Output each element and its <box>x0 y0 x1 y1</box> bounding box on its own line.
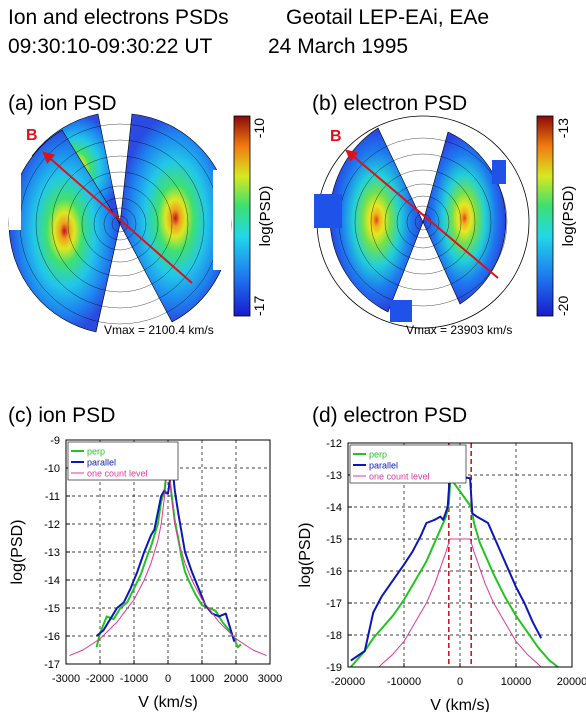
chart-d-legend-label-0: perp <box>369 450 387 460</box>
chart-d-xtick-label-3: 10000 <box>501 676 532 688</box>
chart-d-xtick-label-0: -20000 <box>331 676 365 688</box>
chart-d-series-one-count <box>378 538 542 668</box>
panel-c-title: (c) ion PSD <box>8 404 116 427</box>
chart-c-ytick-label-4: -13 <box>44 547 60 559</box>
chart-d-ytick-label-1: -18 <box>326 630 342 642</box>
chart-c-ytick-label-0: -17 <box>44 659 60 671</box>
panel-b-b-label: B <box>330 128 342 145</box>
chart-d-ytick-label-7: -12 <box>326 438 342 450</box>
chart-d-xtick-label-4: 20000 <box>557 676 586 688</box>
panel-a-b-label: B <box>26 127 38 144</box>
chart-c-xtick-label-5: 2000 <box>224 673 248 685</box>
panel-b-contours <box>338 137 508 307</box>
panel-b-colorbar-top-label: -13 <box>555 118 571 138</box>
chart-d-ytick-label-2: -17 <box>326 598 342 610</box>
panel-a-b-arrow <box>42 151 193 284</box>
chart-c-legend <box>67 441 179 481</box>
chart-d-xtick-label-1: -10000 <box>387 676 421 688</box>
chart-c-xtick-label-0: -3000 <box>52 673 80 685</box>
chart-c-ytick-label-1: -16 <box>44 631 60 643</box>
panel-a-title: (a) ion PSD <box>8 92 117 115</box>
panel-a-left-wedge <box>8 129 121 333</box>
panel-b-right-wedge <box>422 131 507 305</box>
panel-d-title: (d) electron PSD <box>312 404 468 427</box>
chart-d-ytick-label-3: -16 <box>326 566 342 578</box>
panel-a-polar-plot: B Vmax = 2100.4 km/s <box>8 113 232 337</box>
header-date: 24 March 1995 <box>268 35 409 58</box>
chart-c-legend-label-1: parallel <box>87 458 116 468</box>
panel-b-polar-plot: B Vmax = 23903 km/s <box>314 115 530 337</box>
chart-d-xlabel: V (km/s) <box>430 697 490 712</box>
chart-c-xtick-label-2: -1000 <box>120 673 148 685</box>
chart-c-ytick-label-5: -12 <box>44 519 60 531</box>
panel-b-colorbar: -13 -20 log(PSD) <box>536 115 577 317</box>
chart-c-ytick-label-7: -10 <box>44 463 60 475</box>
chart-c-xtick-label-3: 0 <box>165 673 171 685</box>
chart-c-legend-label-0: perp <box>87 447 105 457</box>
panel-b-b-arrow <box>345 149 499 279</box>
chart-d-legend-label-1: parallel <box>369 461 398 471</box>
header-title-left: Ion and electrons PSDs <box>8 6 229 29</box>
chart-c-ytick-label-3: -14 <box>44 575 60 587</box>
chart-d-ytick-label-4: -15 <box>326 534 342 546</box>
panel-b-colorbar-axis-label: log(PSD) <box>560 186 577 247</box>
chart-c-ytick-label-8: -9 <box>50 435 60 447</box>
chart-c-xlabel: V (km/s) <box>138 694 198 711</box>
chart-c-legend-label-2: one count level <box>87 469 148 479</box>
chart-c-ytick-label-6: -11 <box>45 491 60 503</box>
chart-d-ytick-label-6: -13 <box>326 470 342 482</box>
chart-d-xtick-label-2: 0 <box>457 676 463 688</box>
panel-b-vmax: Vmax = 23903 km/s <box>406 323 512 337</box>
panel-a-colorbar-axis-label: log(PSD) <box>257 186 274 247</box>
chart-d-ytick-label-5: -14 <box>326 502 342 514</box>
header-title-right: Geotail LEP-EAi, EAe <box>286 6 490 29</box>
chart-d-legend <box>349 444 467 484</box>
panel-a-colorbar-bottom-label: -17 <box>251 296 267 316</box>
chart-d-electron-psd: -20000 -10000 0 10000 20000 -19 -18 -17 -16 -15 -1… <box>297 438 586 712</box>
chart-c-xtick-label-4: 1000 <box>190 673 214 685</box>
chart-c-series-parallel <box>95 469 236 642</box>
chart-d-ytick-label-0: -19 <box>326 662 342 674</box>
chart-c-ion-psd: -3000 -2000 -1000 0 1000 2000 3000 -17 -16 -15 -14… <box>9 435 282 711</box>
panel-a-colorbar-top-label: -10 <box>251 118 267 138</box>
chart-d-ylabel: log(PSD) <box>297 523 314 588</box>
header-time-range: 09:30:10-09:30:22 UT <box>8 35 213 58</box>
chart-c-ylabel: log(PSD) <box>9 520 26 585</box>
panel-b-colorbar-bottom-label: -20 <box>555 296 571 316</box>
panel-a-colorbar: -10 -17 log(PSD) <box>233 115 274 317</box>
chart-c-xtick-label-1: -2000 <box>86 673 114 685</box>
panel-a-vmax: Vmax = 2100.4 km/s <box>104 323 214 337</box>
chart-c-xtick-label-6: 3000 <box>258 673 282 685</box>
chart-c-ytick-label-2: -15 <box>44 603 60 615</box>
panel-b-title: (b) electron PSD <box>312 92 468 115</box>
chart-d-legend-label-2: one count level <box>369 472 430 482</box>
chart-d-series-parallel <box>350 474 543 662</box>
